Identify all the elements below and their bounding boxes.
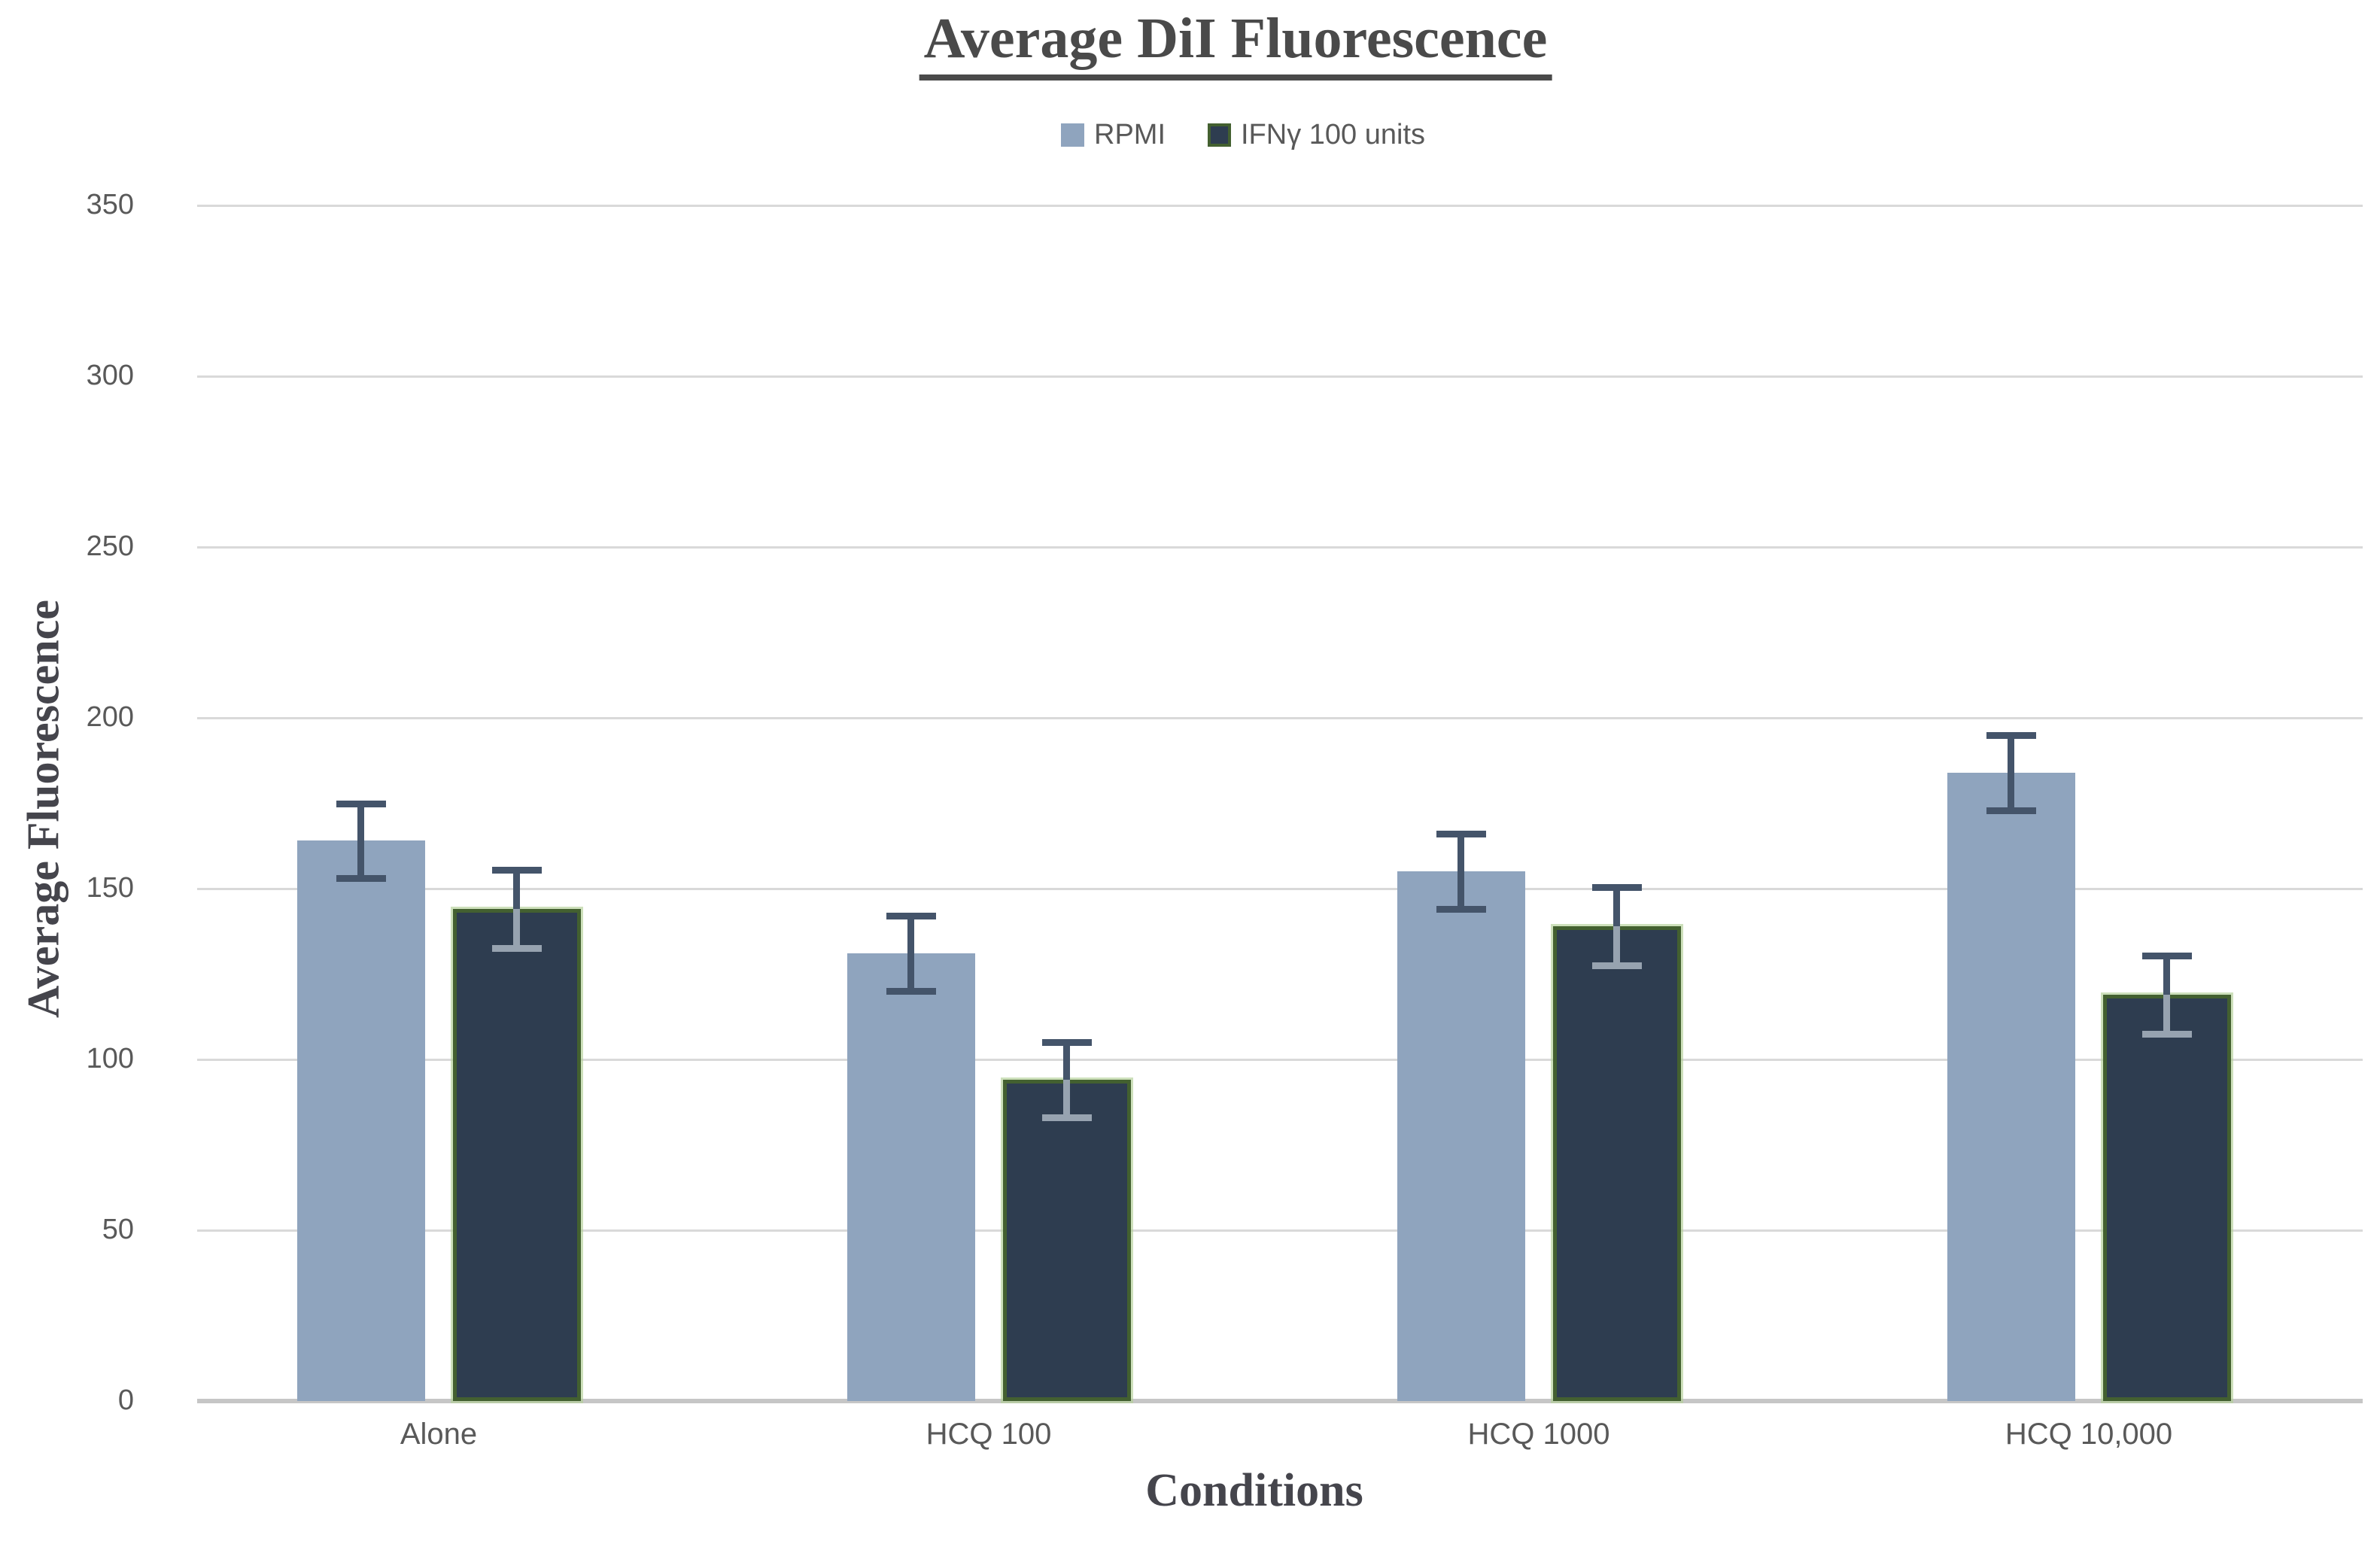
bar-ifny-4 — [2102, 994, 2231, 1401]
bar-rpmi-1 — [296, 840, 425, 1401]
y-tick-label-50: 50 — [102, 1214, 134, 1245]
x-tick-label-1: Alone — [400, 1418, 478, 1451]
error-bar-lower — [2163, 994, 2170, 1034]
y-tick-label-250: 250 — [86, 530, 134, 562]
bar-ifny-2 — [1002, 1080, 1131, 1401]
error-bar-upper — [1457, 834, 1464, 872]
error-bar-cap-bottom — [1986, 807, 2036, 814]
y-tick-label-300: 300 — [86, 360, 134, 391]
error-bar-cap-top — [886, 913, 936, 920]
error-bar-upper — [357, 803, 364, 841]
bar-rpmi-3 — [1397, 871, 1525, 1401]
x-tick-label-4: HCQ 10,000 — [2005, 1418, 2173, 1451]
error-bar-cap-top — [1041, 1039, 1092, 1047]
error-bar-cap-top — [2141, 952, 2192, 959]
error-bar-lower — [1613, 925, 1620, 966]
bar-ifny-1 — [452, 909, 581, 1401]
error-bar-lower — [907, 953, 914, 992]
y-tick-label-350: 350 — [86, 189, 134, 220]
gridline-y50 — [197, 1229, 2363, 1232]
error-bar-upper — [513, 870, 520, 910]
x-axis-line — [197, 1399, 2363, 1403]
y-tick-label-150: 150 — [86, 872, 134, 904]
error-bar-cap-bottom — [1436, 906, 1486, 913]
error-bar-cap-top — [1591, 883, 1642, 891]
error-bar-upper — [907, 916, 914, 954]
error-bar-upper — [2008, 734, 2014, 773]
error-bar-cap-bottom — [336, 875, 386, 883]
legend-swatch-rpmi — [1061, 123, 1084, 147]
y-tick-label-100: 100 — [86, 1043, 134, 1074]
gridline-y350 — [197, 205, 2363, 207]
error-bar-lower — [1457, 871, 1464, 910]
error-bar-lower — [2008, 772, 2014, 810]
error-bar-lower — [1063, 1080, 1070, 1118]
gridline-y100 — [197, 1059, 2363, 1061]
gridline-y250 — [197, 546, 2363, 549]
y-tick-label-200: 200 — [86, 701, 134, 733]
error-bar-cap-top — [491, 867, 542, 874]
chart-title: Average DiI Fluorescence — [919, 6, 1552, 81]
error-bar-cap-top — [336, 800, 386, 807]
bar-ifny-3 — [1552, 925, 1681, 1401]
y-axis-title: Average Fluorescence — [18, 600, 68, 1018]
gridline-y300 — [197, 375, 2363, 378]
legend-label-ifny: IFNγ 100 units — [1241, 119, 1425, 150]
error-bar-lower — [513, 909, 520, 949]
x-tick-label-2: HCQ 100 — [926, 1418, 1052, 1451]
error-bar-cap-bottom — [491, 945, 542, 953]
error-bar-cap-bottom — [1591, 962, 1642, 970]
bar-rpmi-4 — [1947, 772, 2075, 1401]
x-tick-label-3: HCQ 1000 — [1467, 1418, 1610, 1451]
error-bar-upper — [2163, 955, 2170, 995]
legend-swatch-ifny — [1208, 123, 1231, 147]
error-bar-upper — [1613, 886, 1620, 926]
error-bar-cap-top — [1436, 831, 1486, 838]
error-bar-cap-bottom — [2141, 1030, 2192, 1038]
error-bar-cap-bottom — [886, 988, 936, 995]
error-bar-cap-top — [1986, 731, 2036, 739]
legend-label-rpmi: RPMI — [1094, 119, 1166, 150]
gridline-y150 — [197, 888, 2363, 890]
y-tick-label-0: 0 — [117, 1384, 134, 1416]
legend-item-ifny: IFNγ 100 units — [1208, 119, 1425, 151]
gridline-y200 — [197, 717, 2363, 719]
error-bar-cap-bottom — [1041, 1114, 1092, 1122]
x-axis-title: Conditions — [1145, 1465, 1363, 1516]
error-bar-lower — [357, 840, 364, 879]
plot-area — [197, 205, 2363, 1403]
error-bar-upper — [1063, 1042, 1070, 1080]
bar-rpmi-2 — [847, 953, 975, 1401]
legend-item-rpmi: RPMI — [1061, 119, 1166, 151]
legend: RPMI IFNγ 100 units — [1061, 119, 1425, 151]
